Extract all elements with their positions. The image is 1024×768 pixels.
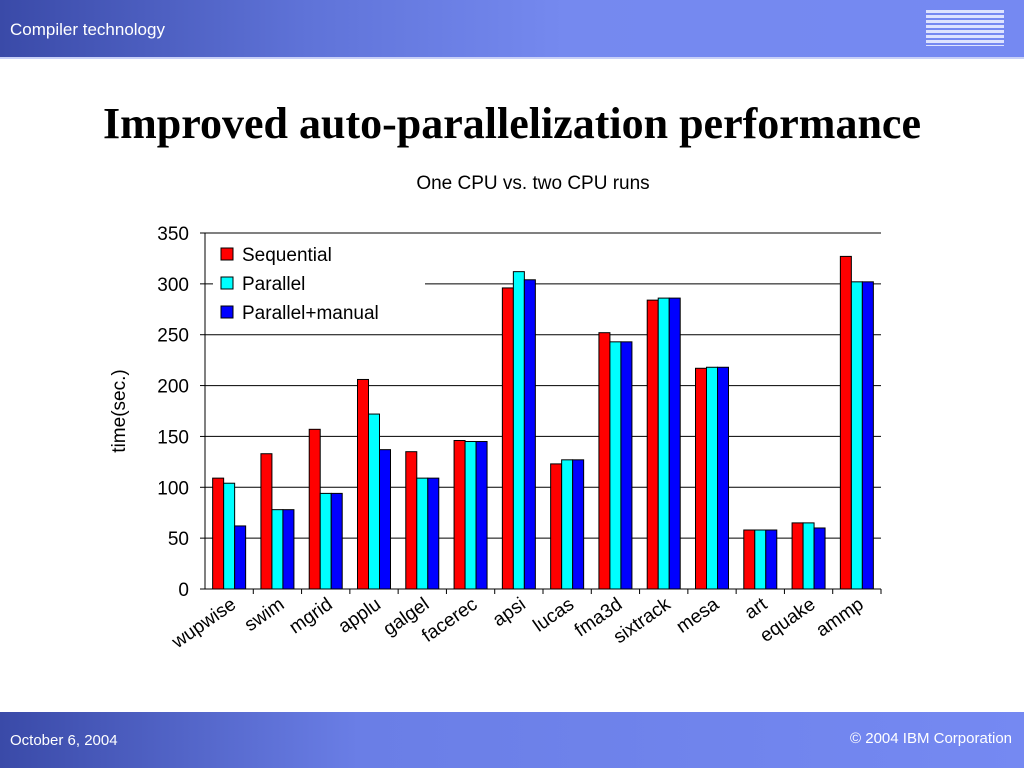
bar-parallel-manual	[330, 492, 343, 590]
bar-parallel	[706, 366, 718, 590]
x-tick-label: mesa	[673, 594, 723, 638]
bar-parallel-manual	[620, 341, 633, 590]
y-tick-label: 300	[157, 275, 189, 296]
bar-parallel-manual	[234, 525, 247, 590]
y-tick-label: 250	[157, 326, 189, 347]
chart-title: One CPU vs. two CPU runs	[416, 173, 649, 194]
bar-sequential	[550, 463, 563, 590]
x-tick-label: facerec	[418, 594, 481, 647]
bar-parallel	[512, 271, 525, 590]
y-tick-label: 0	[178, 580, 189, 601]
x-tick-label: mgrid	[286, 594, 337, 638]
header-banner: Compiler technology	[0, 0, 1024, 59]
bar-sequential	[453, 439, 466, 590]
bar-sequential	[357, 378, 369, 590]
x-tick-label: art	[741, 593, 772, 623]
x-tick-label: lucas	[530, 594, 578, 637]
bar-sequential	[260, 453, 273, 590]
y-tick-label: 50	[168, 529, 189, 550]
bar-sequential	[791, 522, 804, 590]
bar-parallel-manual	[813, 527, 826, 590]
header-title: Compiler technology	[10, 20, 165, 39]
bar-parallel	[464, 441, 477, 590]
bar-parallel	[802, 522, 815, 590]
bar-parallel-manual	[717, 366, 729, 590]
bar-sequential	[695, 367, 707, 590]
y-tick-label: 100	[157, 478, 189, 499]
y-tick-label: 150	[157, 427, 189, 448]
footer-banner: October 6, 2004 © 2004 IBM Corporation	[0, 712, 1024, 768]
y-tick-label: 350	[157, 224, 189, 245]
legend-label: Sequential	[242, 245, 332, 266]
bar-parallel-manual	[523, 279, 536, 590]
bar-sequential	[212, 477, 225, 590]
legend-swatch	[220, 276, 234, 290]
bar-parallel	[416, 477, 429, 590]
bar-parallel-manual	[765, 529, 778, 590]
y-axis-label: time(sec.)	[109, 369, 130, 452]
bar-parallel-manual	[475, 441, 488, 590]
x-tick-label: swim	[241, 594, 288, 636]
y-tick-label: 200	[157, 377, 189, 398]
legend-swatch	[220, 305, 234, 319]
page-title: Improved auto-parallelization performanc…	[103, 99, 921, 148]
bar-chart: One CPU vs. two CPU runs time(sec.) 0 50 1…	[109, 173, 882, 654]
legend-label: Parallel+manual	[242, 303, 379, 324]
ibm-logo	[926, 10, 1004, 46]
bar-parallel-manual	[282, 509, 295, 590]
bar-sequential	[646, 299, 659, 590]
bar-parallel	[368, 413, 380, 590]
bar-parallel	[223, 482, 236, 590]
legend-box	[213, 240, 425, 326]
bar-parallel	[850, 281, 863, 590]
x-tick-label: applu	[335, 594, 385, 638]
footer-date: October 6, 2004	[10, 732, 118, 749]
x-tick-label: equake	[756, 594, 819, 647]
bar-sequential	[405, 451, 418, 590]
bar-sequential	[501, 287, 514, 590]
bar-sequential	[598, 332, 611, 590]
bar-parallel	[561, 459, 574, 590]
bar-parallel	[657, 297, 670, 590]
bar-sequential	[839, 255, 852, 590]
bar-parallel-manual	[668, 297, 681, 590]
legend-label: Parallel	[242, 274, 305, 295]
bar-parallel-manual	[379, 449, 391, 590]
bar-parallel	[271, 509, 284, 590]
bar-sequential	[743, 529, 756, 590]
bar-parallel	[319, 492, 332, 590]
footer-copyright: © 2004 IBM Corporation	[850, 730, 1012, 747]
bar-sequential	[308, 428, 321, 590]
x-tick-label: apsi	[489, 594, 530, 631]
x-tick-label: ammp	[812, 594, 867, 641]
bar-parallel-manual	[572, 459, 585, 590]
legend-swatch	[220, 247, 234, 261]
x-tick-label: wupwise	[167, 594, 240, 654]
bar-parallel-manual	[427, 477, 440, 590]
bar-parallel	[609, 341, 622, 590]
bar-parallel	[754, 529, 767, 590]
bar-parallel-manual	[861, 281, 874, 590]
